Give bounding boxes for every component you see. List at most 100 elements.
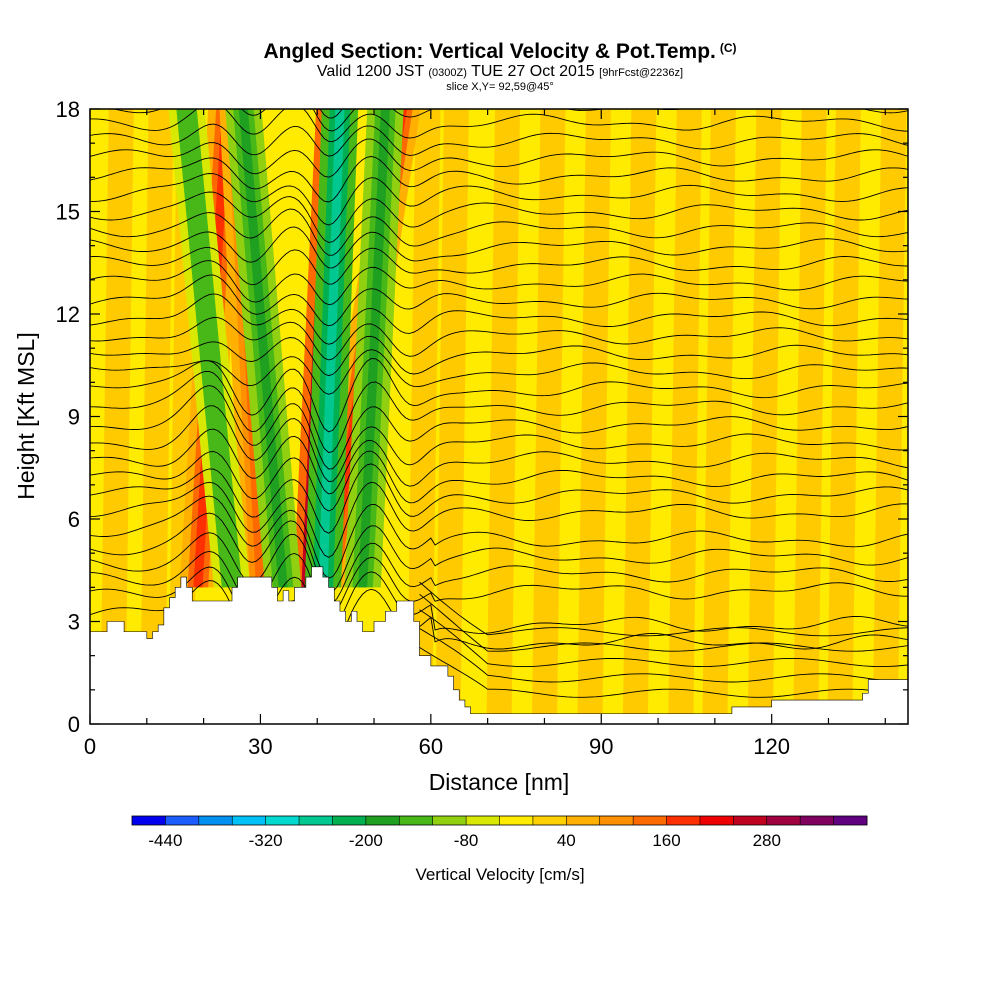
pot-temp-contour xyxy=(90,481,908,558)
x-tick-label: 30 xyxy=(248,734,272,759)
pot-temp-contour xyxy=(419,647,908,698)
x-tick-label: 90 xyxy=(589,734,613,759)
colorbar-swatch xyxy=(766,816,801,825)
weak-updraft-streak xyxy=(531,109,566,724)
y-tick-label: 0 xyxy=(68,712,80,737)
colorbar-swatch xyxy=(365,816,400,825)
colorbar-swatch xyxy=(265,816,300,825)
slice-info: slice X,Y= 92,59@45° xyxy=(446,81,554,93)
weak-updraft-streak xyxy=(747,109,782,724)
colorbar: -440 -320 -200 -80 40 160 280 xyxy=(131,815,868,850)
pot-temp-contour xyxy=(90,428,908,495)
pot-temp-contour xyxy=(90,173,908,226)
valid-utc: (0300Z) xyxy=(428,67,467,79)
pot-temp-contour xyxy=(419,609,908,668)
weak-updraft-streak xyxy=(827,109,861,724)
colorbar-tick-label: -200 xyxy=(349,831,383,850)
pot-temp-contour xyxy=(90,247,908,286)
terrain-mask xyxy=(90,566,908,724)
pot-temp-contour xyxy=(90,358,908,433)
valid-date: TUE 27 Oct 2015 xyxy=(471,63,595,80)
chart-title-units: (C) xyxy=(719,41,737,55)
axes: 0 30 60 90 120 0 3 6 9 12 15 18 xyxy=(56,97,908,759)
weak-updraft-streak xyxy=(622,109,657,724)
valid-time-line: Valid 1200 JST (0300Z) TUE 27 Oct 2015 [… xyxy=(0,64,1000,81)
colorbar-swatch xyxy=(666,816,701,825)
x-tick-label: 0 xyxy=(84,734,96,759)
pot-temp-contour xyxy=(90,450,908,512)
pot-temp-contour xyxy=(419,593,908,652)
downdraft-band xyxy=(182,109,237,588)
colorbar-tick-label: -80 xyxy=(454,831,479,850)
chart-title: Angled Section: Vertical Velocity & Pot.… xyxy=(0,36,1000,64)
pot-temp-contour xyxy=(90,532,908,604)
colorbar-swatch xyxy=(466,816,500,825)
x-tick-label: 60 xyxy=(419,734,443,759)
title-block: Angled Section: Vertical Velocity & Pot.… xyxy=(0,36,1000,93)
colorbar-swatch xyxy=(399,816,434,825)
pot-temp-contour xyxy=(90,49,908,100)
colorbar-tick-label: 40 xyxy=(557,831,576,850)
plot-area xyxy=(90,13,908,724)
colorbar-swatch xyxy=(633,816,667,825)
colorbar-swatch xyxy=(299,816,333,825)
colorbar-swatch xyxy=(800,816,834,825)
y-tick-label: 18 xyxy=(56,97,80,122)
weak-updraft-streak xyxy=(668,109,702,724)
pot-temp-contour xyxy=(90,495,908,579)
x-axis-title: Distance [nm] xyxy=(429,769,570,795)
pot-temp-contour xyxy=(90,512,908,594)
forecast-info: [9hrFcst@2236z] xyxy=(599,67,684,79)
colorbar-swatch xyxy=(566,816,601,825)
y-tick-label: 6 xyxy=(68,507,80,532)
colorbar-swatch xyxy=(499,816,534,825)
pot-temp-contour xyxy=(90,13,908,56)
y-tick-label: 3 xyxy=(68,610,80,635)
pot-temp-contour xyxy=(90,208,908,256)
pot-temp-contours xyxy=(90,13,908,698)
colorbar-title: Vertical Velocity [cm/s] xyxy=(415,865,584,884)
pot-temp-contour xyxy=(90,293,908,345)
y-axis-title: Height [Kft MSL] xyxy=(13,332,39,499)
pot-temp-contour xyxy=(90,463,908,534)
y-tick-label: 15 xyxy=(56,200,80,225)
chart-title-main: Angled Section: Vertical Velocity & Pot.… xyxy=(263,40,716,63)
weak-updraft-streak xyxy=(435,109,469,724)
pot-temp-contour xyxy=(419,581,908,637)
pot-temp-contour xyxy=(90,405,908,482)
pot-temp-contour xyxy=(90,274,908,327)
colorbar-swatch xyxy=(532,816,567,825)
pot-temp-contour xyxy=(90,566,908,634)
colorbar-swatch xyxy=(733,816,768,825)
y-tick-label: 9 xyxy=(68,405,80,430)
pot-temp-contour xyxy=(90,385,908,470)
y-tick-label: 12 xyxy=(56,302,80,327)
weak-updraft-streak xyxy=(486,109,521,724)
colorbar-tick-label: 280 xyxy=(753,831,781,850)
colorbar-tick-label: 160 xyxy=(652,831,680,850)
colorbar-swatch xyxy=(132,816,166,825)
colorbar-swatch xyxy=(198,816,233,825)
colorbar-tick-label: -440 xyxy=(148,831,182,850)
colorbar-swatch xyxy=(599,816,634,825)
weak-updraft-streak xyxy=(793,109,827,724)
weak-updraft-streak xyxy=(702,109,736,724)
pot-temp-contour xyxy=(90,260,908,306)
pot-temp-contour xyxy=(90,191,908,243)
pot-temp-contour xyxy=(90,335,908,377)
pot-temp-contour xyxy=(90,29,908,78)
pot-temp-contour xyxy=(90,580,908,654)
pot-temp-contour xyxy=(419,628,908,683)
downdraft-band xyxy=(238,109,288,588)
colorbar-swatch xyxy=(432,816,467,825)
pot-temp-contour xyxy=(90,226,908,269)
pot-temp-contour xyxy=(90,123,908,157)
colorbar-tick-label: -320 xyxy=(249,831,283,850)
pot-temp-contour xyxy=(90,550,908,616)
colorbar-swatch xyxy=(232,816,267,825)
pot-temp-contour xyxy=(90,156,908,203)
pot-temp-contour xyxy=(90,370,908,453)
colorbar-swatch xyxy=(332,816,367,825)
colorbar-swatch xyxy=(699,816,734,825)
valid-prefix: Valid 1200 JST xyxy=(316,63,424,80)
